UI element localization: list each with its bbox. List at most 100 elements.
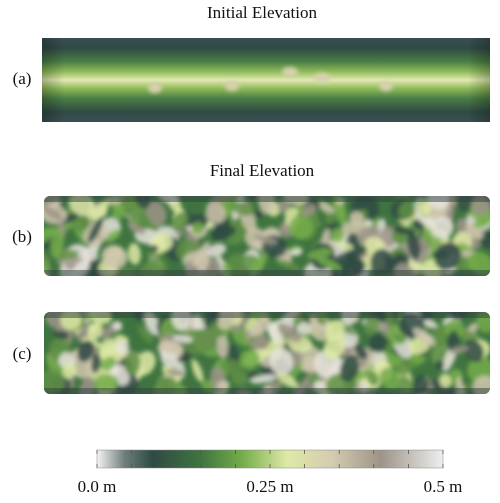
texture: [354, 343, 368, 360]
texture: [191, 359, 204, 383]
texture: [324, 212, 337, 225]
texture: [91, 352, 102, 374]
texture: [44, 388, 490, 394]
texture: [370, 248, 393, 275]
texture: [317, 200, 335, 215]
texture: [44, 370, 66, 394]
texture: [158, 340, 184, 355]
texture: [112, 321, 123, 331]
texture: [53, 330, 70, 340]
texture: [266, 321, 283, 344]
texture: [366, 370, 379, 386]
texture: [44, 250, 50, 275]
texture: [205, 201, 226, 224]
texture: [44, 270, 490, 276]
texture: [251, 335, 270, 353]
texture: [249, 318, 272, 337]
texture: [115, 340, 130, 355]
texture: [369, 333, 387, 353]
texture: [77, 340, 95, 363]
panel-label: (b): [12, 227, 32, 246]
texture: [172, 334, 193, 343]
texture: [392, 333, 406, 342]
texture: [93, 374, 119, 392]
texture: [230, 201, 255, 216]
texture: [183, 250, 209, 262]
texture: [288, 215, 313, 240]
texture: [148, 245, 159, 252]
texture: [221, 359, 244, 376]
texture: [467, 251, 490, 276]
colorbar-tick-label: 0.5 m: [424, 477, 463, 496]
texture: [138, 325, 153, 344]
texture: [44, 226, 54, 244]
texture: [429, 215, 454, 239]
texture: [269, 347, 294, 376]
texture: [435, 323, 446, 349]
texture: [239, 349, 260, 370]
colorbar-tick-label: 0.25 m: [246, 477, 293, 496]
texture: [166, 369, 185, 377]
title-initial: Initial Elevation: [207, 3, 317, 22]
colorbar: 0.0 m 0.25 m 0.5 m: [78, 449, 463, 496]
texture: [50, 229, 64, 258]
texture: [44, 312, 490, 318]
texture: [62, 363, 77, 379]
texture: [81, 246, 99, 261]
elevation-initial: [42, 38, 490, 122]
texture: [330, 228, 344, 243]
texture: [227, 225, 252, 245]
elevation-final-c: [44, 312, 490, 394]
texture: [316, 256, 342, 271]
texture: [398, 201, 416, 220]
texture: [101, 245, 128, 270]
texture: [479, 230, 490, 249]
texture: [254, 234, 278, 245]
texture: [134, 351, 156, 376]
texture: [87, 216, 104, 244]
texture: [323, 333, 346, 360]
texture: [363, 316, 380, 336]
texture: [112, 205, 125, 221]
texture: [44, 205, 63, 220]
texture: [99, 199, 109, 212]
texture: [417, 201, 432, 216]
colorbar-tick-label: 0.0 m: [78, 477, 117, 496]
texture: [463, 339, 484, 363]
texture: [277, 323, 302, 343]
texture: [394, 252, 405, 263]
texture: [450, 345, 469, 355]
texture: [345, 245, 367, 260]
texture: [124, 350, 141, 376]
texture: [296, 322, 312, 335]
texture: [128, 242, 141, 265]
texture: [412, 327, 436, 347]
texture: [254, 210, 263, 219]
texture: [434, 242, 461, 271]
texture: [206, 243, 227, 257]
elevation-final-b: [44, 196, 490, 276]
texture: [276, 372, 299, 388]
texture: [473, 217, 490, 229]
texture: [191, 222, 205, 235]
texture: [44, 196, 490, 202]
texture: [363, 219, 373, 227]
texture: [307, 248, 333, 260]
texture: [339, 354, 360, 382]
texture: [105, 229, 121, 243]
texture: [249, 374, 278, 384]
texture: [301, 203, 317, 217]
texture: [171, 211, 189, 231]
texture: [349, 211, 364, 227]
texture: [88, 324, 98, 332]
title-final: Final Elevation: [210, 161, 315, 180]
texture: [394, 233, 406, 245]
texture: [377, 218, 386, 232]
texture: [290, 248, 303, 256]
texture: [128, 223, 146, 235]
texture: [211, 225, 237, 240]
texture: [423, 319, 438, 328]
texture: [446, 330, 460, 352]
panel-label: (a): [13, 69, 32, 88]
